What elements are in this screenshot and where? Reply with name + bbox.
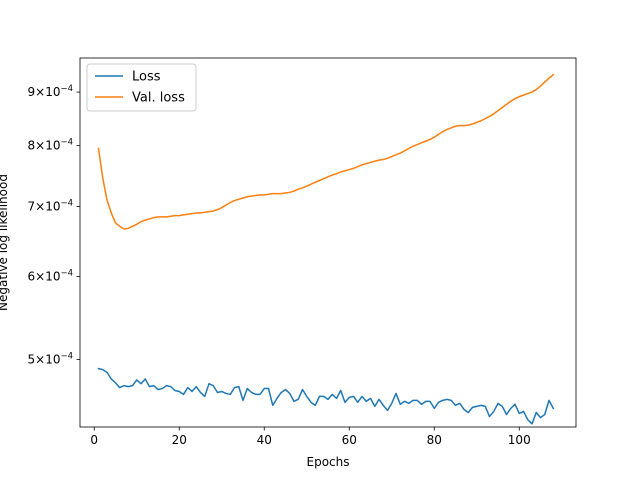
x-tick-label: 80 <box>427 433 442 447</box>
x-tick-label: 100 <box>508 433 531 447</box>
y-tick-label: 5×10−4 <box>28 351 74 366</box>
legend: Loss Val. loss <box>86 63 197 112</box>
y-tick-label: 7×10−4 <box>28 198 74 213</box>
x-tick-label: 0 <box>90 433 98 447</box>
y-tick-label: 9×10−4 <box>28 84 74 99</box>
series-line-val-loss <box>97 73 555 230</box>
legend-label: Val. loss <box>132 91 185 106</box>
legend-label: Loss <box>132 70 161 85</box>
x-tick-label: 60 <box>342 433 357 447</box>
x-axis-ticks: 0 20 40 60 80 100 <box>90 427 531 447</box>
y-tick-label: 8×10−4 <box>28 138 74 153</box>
x-tick-label: 40 <box>257 433 272 447</box>
series-line-loss <box>97 367 555 425</box>
x-axis-label: Epochs <box>307 455 350 469</box>
y-axis-ticks: 5×10−4 6×10−4 7×10−4 8×10−4 9×10−4 <box>28 84 80 366</box>
x-tick-label: 20 <box>172 433 187 447</box>
y-axis-label: Negative log likelihood <box>0 174 10 311</box>
series-layer <box>97 73 555 425</box>
y-tick-label: 6×10−4 <box>28 269 74 284</box>
axes-frame <box>79 57 577 428</box>
